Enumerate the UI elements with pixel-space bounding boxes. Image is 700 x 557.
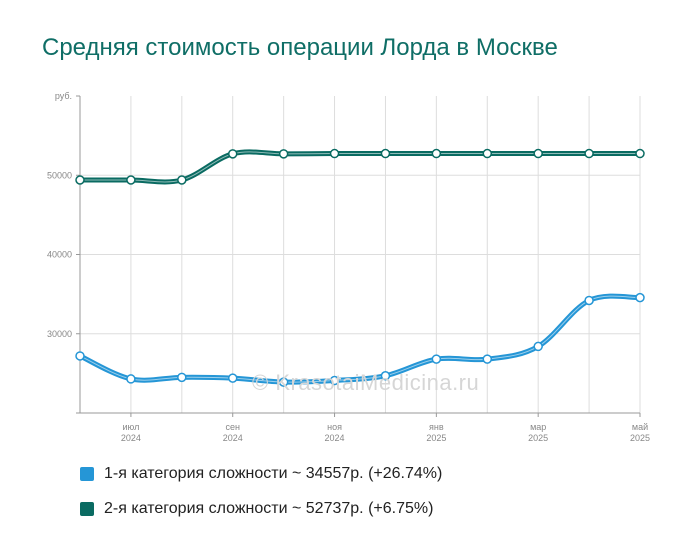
x-tick-label-year: 2025: [528, 433, 548, 443]
y-tick-label: 50000: [47, 170, 72, 180]
data-point-series-2: [533, 148, 543, 159]
data-point-series-1: [533, 341, 543, 352]
data-point-series-1: [177, 372, 187, 383]
x-tick-label-year: 2024: [121, 433, 141, 443]
data-point-series-1: [431, 354, 442, 364]
data-point-series-2: [329, 148, 340, 159]
data-point-series-2: [482, 148, 493, 159]
legend-swatch-series-2: [80, 502, 94, 516]
x-tick-label-year: 2024: [325, 433, 345, 443]
data-point-series-1: [329, 375, 340, 386]
data-point-series-1: [380, 371, 391, 381]
data-point-series-1: [227, 373, 238, 383]
series-line-2: [77, 149, 643, 185]
y-tick-label: 40000: [47, 250, 72, 260]
x-tick-label-year: 2024: [223, 433, 243, 443]
data-point-series-2: [177, 175, 187, 185]
data-point-series-2: [75, 175, 85, 185]
watermark: © KrasotaiMedicina.ru: [252, 370, 480, 395]
legend-item-series-2[interactable]: 2-я категория сложности ~ 52737р. (+6.75…: [80, 500, 433, 518]
data-point-series-1: [75, 351, 85, 361]
legend-label-series-1: 1-я категория сложности ~ 34557р. (+26.7…: [104, 465, 443, 482]
x-tick-label-year: 2025: [630, 433, 650, 443]
series-line-highlight-2: [80, 151, 640, 183]
x-tick-label-year: 2025: [426, 433, 446, 443]
legend-item-series-1[interactable]: 1-я категория сложности ~ 34557р. (+26.7…: [80, 465, 442, 483]
data-point-series-1: [635, 292, 645, 303]
data-point-series-2: [584, 148, 594, 159]
y-axis-unit-label: руб.: [55, 91, 72, 101]
x-tick-label-month: июл: [122, 422, 139, 432]
data-point-series-2: [431, 148, 442, 159]
chart-title: Средняя стоимость операции Лорда в Москв…: [42, 34, 558, 61]
data-point-series-1: [126, 374, 136, 384]
data-point-series-2: [380, 148, 391, 159]
data-point-series-1: [482, 354, 493, 364]
x-tick-label-month: янв: [429, 422, 444, 432]
data-point-series-1: [584, 295, 594, 306]
data-point-series-1: [278, 377, 289, 387]
data-point-series-2: [278, 149, 289, 159]
x-tick-label-month: май: [632, 422, 648, 432]
x-tick-label-month: ноя: [327, 422, 342, 432]
data-point-series-2: [227, 149, 238, 159]
legend-swatch-series-1: [80, 467, 94, 481]
data-point-series-2: [126, 175, 136, 185]
y-tick-label: 30000: [47, 329, 72, 339]
x-tick-label-month: сен: [225, 422, 240, 432]
x-tick-label-month: мар: [530, 422, 546, 432]
data-point-series-2: [635, 148, 645, 159]
legend-label-series-2: 2-я категория сложности ~ 52737р. (+6.75…: [104, 500, 434, 517]
